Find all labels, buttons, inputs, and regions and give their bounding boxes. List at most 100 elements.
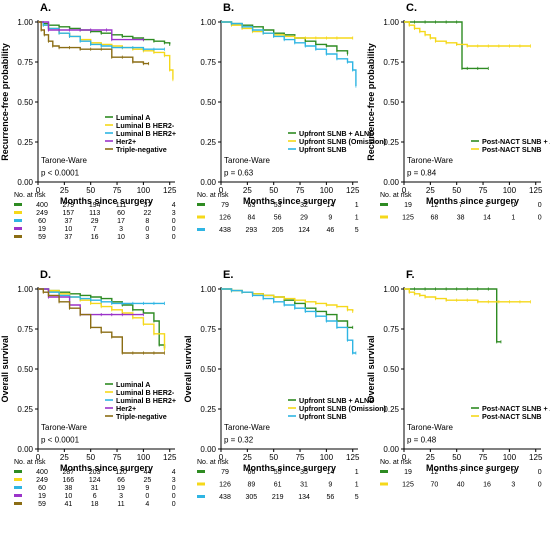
x-tick-label: 125 [529,186,543,195]
risk-count: 63 [247,202,255,209]
risk-count: 124 [89,477,101,484]
y-tick-label: 0.00 [17,178,33,187]
risk-count: 59 [38,501,46,508]
risk-count: 9 [328,482,332,489]
x-axis-label: Months since surgery [60,196,153,206]
risk-count: 0 [538,202,542,209]
legend-label: Upfront SLNB + ALND [299,396,374,405]
y-axis-label: Overall survival [366,335,376,402]
risk-table-title: No. at risk [14,459,46,466]
x-tick-label: 25 [243,186,252,195]
y-tick-label: 0.00 [200,178,216,187]
risk-count: 29 [300,215,308,222]
risk-count: 0 [172,501,176,508]
km-curve-1 [38,288,166,349]
y-tick-label: 0.50 [383,98,399,107]
risk-count: 60 [38,218,46,225]
km-panel-f: F. 0.00 0.25 0.50 0.75 1.00 0 25 50 75 100 125 Month… [366,269,550,489]
y-tick-label: 0.25 [383,405,399,414]
test-name: Tarone-Ware [41,423,87,432]
risk-count: 19 [404,469,412,476]
y-tick-label: 0.50 [200,98,216,107]
risk-count: 25 [143,477,151,484]
y-tick-label: 0.25 [383,138,399,147]
risk-count: 0 [145,493,149,500]
risk-count: 7 [93,226,97,233]
x-tick-label: 0 [219,453,224,462]
x-tick-label: 125 [163,453,177,462]
risk-count: 111 [116,202,127,209]
p-value: p = 0.32 [224,436,254,445]
x-axis-label: Months since surgery [426,196,519,206]
x-tick-label: 125 [346,186,360,195]
p-value: p < 0.0001 [41,169,80,178]
p-value: p = 0.48 [407,436,437,445]
risk-count: 400 [36,202,48,209]
risk-count: 84 [247,215,255,222]
y-tick-label: 0.75 [383,58,399,67]
risk-table-title: No. at risk [380,459,412,466]
risk-count: 0 [172,218,176,225]
risk-count: 70 [430,482,438,489]
p-value: p < 0.0001 [41,436,80,445]
risk-count: 10 [117,234,125,241]
risk-count: 0 [172,226,176,233]
risk-count: 40 [457,482,465,489]
risk-count: 0 [172,493,176,500]
risk-count: 16 [483,482,491,489]
risk-count: 16 [91,234,99,241]
risk-count: 35 [300,469,308,476]
x-tick-label: 75 [296,186,305,195]
x-tick-label: 25 [426,186,435,195]
km-panel-b: B. 0.00 0.25 0.50 0.75 1.00 0 25 50 75 100 125 Month… [197,2,387,234]
risk-count: 400 [36,469,48,476]
panel-label: C. [406,2,417,14]
y-tick-label: 1.00 [200,285,216,294]
risk-count: 0 [145,226,149,233]
y-tick-label: 0.00 [200,445,216,454]
test-name: Tarone-Ware [224,156,270,165]
y-axis-label: Overall survival [0,335,10,402]
risk-count: 60 [117,210,125,217]
risk-count: 0 [511,202,515,209]
legend-label: Luminal A [116,113,150,122]
y-axis-label: Overall survival [183,335,193,402]
risk-count: 14 [326,202,334,209]
km-panel-c: C.0.000.250.500.751.000 25 50 75 100 125Month… [366,2,550,222]
risk-count: 56 [326,494,334,501]
risk-count: 59 [38,234,46,241]
risk-count: 1 [355,482,359,489]
km-curve-1 [38,21,171,45]
x-tick-label: 25 [426,453,435,462]
risk-count: 203 [89,469,101,476]
y-tick-label: 0.25 [200,138,216,147]
risk-count: 44 [143,469,151,476]
risk-count: 1 [355,202,359,209]
risk-count: 14 [483,215,491,222]
risk-count: 126 [219,215,231,222]
x-tick-label: 0 [36,453,41,462]
x-tick-label: 125 [346,453,360,462]
km-panel-e: E. 0.00 0.25 0.50 0.75 1.00 0 25 50 75 100 125 Month… [183,269,387,501]
risk-count: 37 [143,202,151,209]
risk-count: 1 [355,469,359,476]
risk-count: 41 [64,501,72,508]
y-tick-label: 1.00 [17,18,33,27]
y-tick-label: 1.00 [17,285,33,294]
risk-count: 0 [172,485,176,492]
risk-count: 124 [298,227,310,234]
y-tick-label: 0.00 [383,178,399,187]
risk-count: 3 [511,482,515,489]
legend-label: Luminal B HER2+ [116,129,176,138]
x-tick-label: 100 [320,186,334,195]
risk-count: 79 [221,202,229,209]
test-name: Tarone-Ware [224,423,270,432]
risk-count: 9 [328,215,332,222]
risk-count: 4 [145,501,149,508]
risk-count: 305 [246,494,258,501]
x-axis-label: Months since surgery [243,463,336,473]
risk-count: 31 [91,485,99,492]
risk-count: 6 [93,493,97,500]
panel-label: A. [40,2,51,14]
x-tick-label: 75 [296,453,305,462]
